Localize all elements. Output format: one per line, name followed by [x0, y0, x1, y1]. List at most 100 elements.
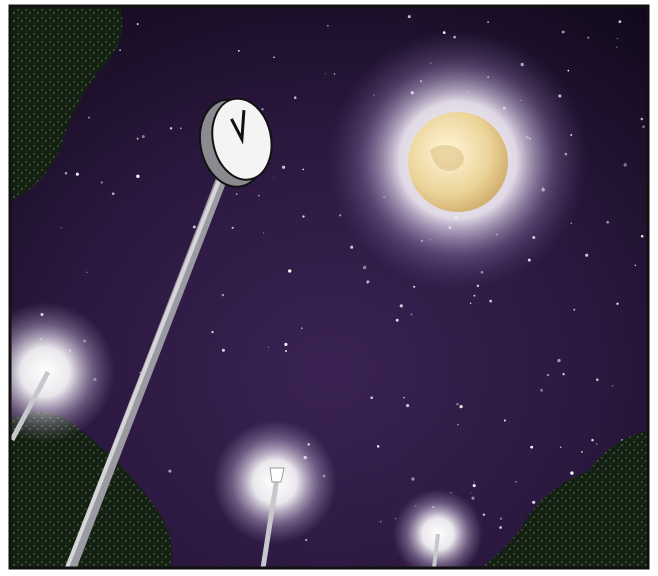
star [282, 166, 285, 169]
star [302, 215, 304, 217]
star [634, 265, 636, 267]
star [273, 57, 275, 59]
star [641, 118, 644, 121]
star [570, 471, 573, 474]
star [222, 349, 225, 352]
night-scene [0, 0, 658, 576]
star [87, 272, 88, 273]
star [563, 373, 565, 375]
star [487, 21, 489, 23]
star [596, 379, 599, 382]
star [408, 15, 411, 18]
star [596, 443, 597, 444]
star [294, 96, 297, 99]
star [112, 192, 115, 195]
star [363, 266, 366, 269]
star [263, 232, 264, 233]
star [471, 497, 474, 500]
star [137, 138, 139, 140]
star [457, 424, 459, 426]
star [612, 385, 613, 386]
star [170, 127, 172, 129]
star [459, 405, 462, 408]
star [642, 126, 645, 129]
star [76, 173, 79, 176]
star [562, 31, 565, 34]
star [618, 20, 621, 23]
star [500, 518, 502, 520]
star [101, 181, 103, 183]
star [504, 419, 506, 421]
star [370, 397, 373, 400]
star [585, 254, 588, 257]
star [616, 303, 618, 305]
star [88, 117, 90, 119]
star [515, 481, 516, 482]
star [284, 343, 287, 346]
star [617, 38, 618, 39]
star [380, 521, 382, 523]
star [334, 73, 336, 75]
star [581, 451, 583, 453]
star [483, 514, 485, 516]
star [367, 280, 370, 283]
star [236, 193, 237, 194]
star [142, 135, 145, 138]
star [413, 286, 415, 288]
star [325, 73, 326, 74]
lamp-glow [393, 489, 483, 576]
star [400, 304, 403, 307]
star [377, 445, 380, 448]
star [470, 302, 472, 304]
star [499, 526, 502, 529]
star [547, 374, 549, 376]
star [560, 446, 562, 448]
star [305, 539, 307, 541]
star [557, 359, 560, 362]
panel [0, 6, 648, 576]
star [285, 350, 287, 352]
star [119, 49, 121, 51]
star [136, 175, 139, 178]
star [180, 128, 182, 130]
star [473, 484, 476, 487]
star [591, 439, 594, 442]
star [274, 177, 275, 178]
star [261, 108, 263, 110]
star [406, 404, 409, 407]
star [606, 221, 609, 224]
star [456, 403, 458, 405]
star [474, 481, 475, 482]
star [573, 309, 575, 311]
star [641, 235, 644, 238]
star [211, 331, 213, 333]
star [137, 23, 139, 25]
star [624, 163, 627, 166]
star [232, 227, 234, 229]
star [61, 227, 62, 228]
star [193, 225, 196, 228]
star [301, 328, 302, 329]
star [410, 313, 412, 315]
star [567, 70, 569, 72]
star [327, 25, 328, 26]
star [65, 172, 67, 174]
star [470, 492, 471, 493]
star [489, 300, 492, 303]
star [168, 470, 171, 473]
star [238, 50, 240, 52]
star [411, 477, 414, 480]
star [396, 319, 399, 322]
star [540, 389, 543, 392]
star [587, 37, 589, 39]
star [302, 169, 304, 171]
star [532, 501, 535, 504]
star [258, 195, 260, 197]
star [474, 295, 476, 297]
star [350, 246, 353, 249]
star [530, 446, 533, 449]
star [222, 294, 224, 296]
lamp-head [270, 468, 284, 482]
star [403, 397, 404, 398]
star [616, 46, 617, 47]
